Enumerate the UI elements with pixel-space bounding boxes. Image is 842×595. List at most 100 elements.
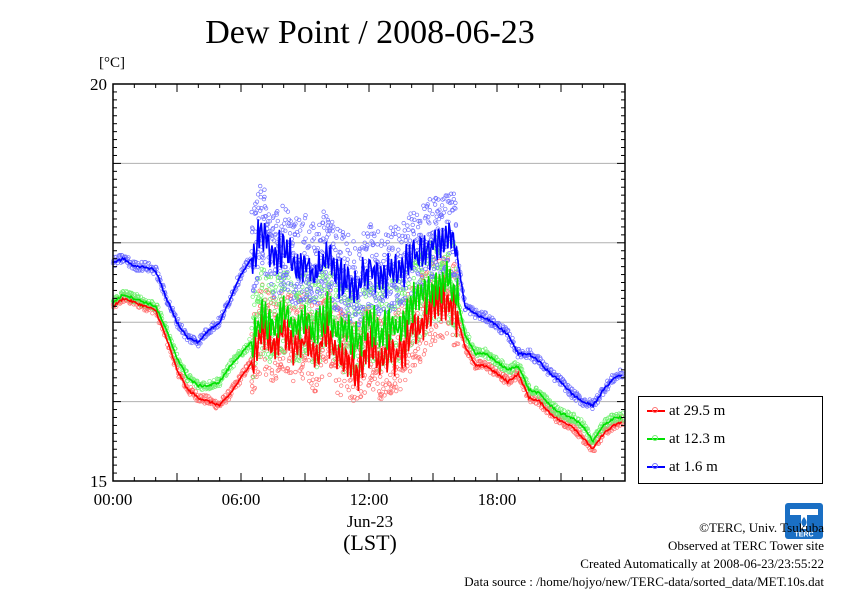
scatter-point bbox=[320, 236, 326, 241]
x-tick-label: 12:00 bbox=[350, 490, 389, 509]
scatter-point bbox=[423, 266, 428, 272]
scatter-point bbox=[324, 214, 329, 219]
scatter-point bbox=[355, 353, 360, 359]
scatter-point bbox=[346, 387, 351, 393]
scatter-point bbox=[254, 280, 259, 285]
scatter-point bbox=[272, 309, 277, 314]
scatter-point bbox=[403, 377, 408, 383]
scatter-point bbox=[324, 274, 329, 279]
scatter-point bbox=[345, 247, 350, 253]
scatter-point bbox=[293, 221, 298, 226]
scatter-point bbox=[398, 387, 403, 392]
scatter-point bbox=[554, 372, 559, 378]
scatter-point bbox=[344, 384, 350, 389]
scatter-point bbox=[445, 258, 451, 263]
scatter-point bbox=[514, 368, 519, 373]
scatter-point bbox=[426, 214, 431, 220]
scatter-point bbox=[429, 271, 435, 276]
scatter-point bbox=[316, 231, 322, 237]
scatter-point bbox=[370, 240, 375, 245]
scatter-point bbox=[573, 398, 579, 403]
scatter-point bbox=[368, 224, 374, 230]
scatter-point bbox=[315, 246, 320, 251]
scatter-point bbox=[294, 295, 300, 300]
legend-label: at 12.3 m bbox=[669, 430, 726, 447]
scatter-point bbox=[447, 210, 452, 215]
scatter-point bbox=[476, 347, 481, 352]
scatter-point bbox=[361, 231, 366, 236]
scatter-point bbox=[405, 234, 411, 239]
scatter-point bbox=[390, 228, 396, 233]
scatter-point bbox=[285, 269, 290, 275]
scatter-point bbox=[300, 362, 306, 367]
scatter-point bbox=[350, 265, 356, 270]
scatter-point bbox=[339, 307, 344, 312]
scatter-point bbox=[333, 293, 339, 298]
scatter-point bbox=[288, 297, 294, 302]
scatter-point bbox=[295, 233, 301, 238]
scatter-point bbox=[415, 355, 421, 361]
scatter-point bbox=[250, 294, 255, 299]
scatter-point bbox=[270, 226, 276, 231]
scatter-point bbox=[434, 324, 439, 329]
scatter-point bbox=[292, 232, 298, 238]
scatter-point bbox=[303, 213, 308, 218]
scatter-point bbox=[411, 231, 416, 237]
scatter-point bbox=[336, 377, 342, 382]
scatter-point bbox=[309, 297, 314, 302]
scatter-point bbox=[414, 237, 420, 242]
scatter-point bbox=[280, 203, 285, 209]
scatter-point bbox=[364, 247, 369, 252]
scatter-point bbox=[360, 304, 365, 310]
scatter-point bbox=[213, 406, 219, 411]
scatter-point bbox=[263, 206, 269, 211]
scatter-point bbox=[313, 388, 318, 394]
legend-label: at 29.5 m bbox=[669, 402, 726, 419]
scatter-point bbox=[400, 297, 406, 302]
scatter-point bbox=[252, 302, 257, 307]
axis-ticks bbox=[112, 83, 626, 482]
scatter-point bbox=[354, 312, 359, 317]
scatter-point bbox=[304, 255, 310, 260]
scatter-point bbox=[286, 275, 291, 280]
scatter-point bbox=[366, 301, 371, 307]
scatter-point bbox=[257, 371, 262, 376]
scatter-point bbox=[388, 290, 394, 295]
scatter-point bbox=[387, 390, 392, 395]
scatter-point bbox=[145, 261, 150, 267]
scatter-point bbox=[483, 310, 488, 315]
scatter-point bbox=[418, 357, 423, 362]
scatter-point bbox=[444, 219, 450, 224]
scatter-point bbox=[401, 220, 406, 226]
scatter-point bbox=[571, 429, 576, 434]
scatter-point bbox=[211, 378, 216, 383]
scatter-point bbox=[396, 226, 401, 231]
scatter-point bbox=[270, 378, 276, 383]
scatter-point bbox=[324, 355, 329, 360]
scatter-point bbox=[306, 371, 311, 376]
scatter-point bbox=[271, 294, 277, 300]
scatter-point bbox=[287, 296, 293, 301]
scatter-point bbox=[282, 350, 287, 356]
scatter-point bbox=[301, 297, 307, 303]
scatter-point bbox=[303, 294, 309, 300]
scatter-point bbox=[254, 199, 260, 204]
scatter-point bbox=[320, 348, 325, 353]
scatter-point bbox=[296, 358, 302, 364]
scatter-point bbox=[380, 325, 386, 330]
scatter-point bbox=[222, 308, 227, 314]
scatter-point bbox=[146, 260, 151, 266]
scatter-point bbox=[215, 383, 220, 389]
scatter-point bbox=[368, 282, 374, 287]
scatter-point bbox=[318, 363, 324, 368]
scatter-point bbox=[410, 352, 415, 357]
scatter-point bbox=[381, 307, 386, 312]
scatter-point bbox=[371, 387, 376, 392]
scatter-point bbox=[302, 215, 308, 221]
scatter-point bbox=[392, 307, 397, 312]
scatter-point bbox=[368, 222, 373, 227]
scatter-point bbox=[314, 232, 319, 237]
scatter-point bbox=[328, 287, 333, 293]
scatter-point bbox=[275, 209, 280, 214]
scatter-point bbox=[333, 282, 338, 288]
